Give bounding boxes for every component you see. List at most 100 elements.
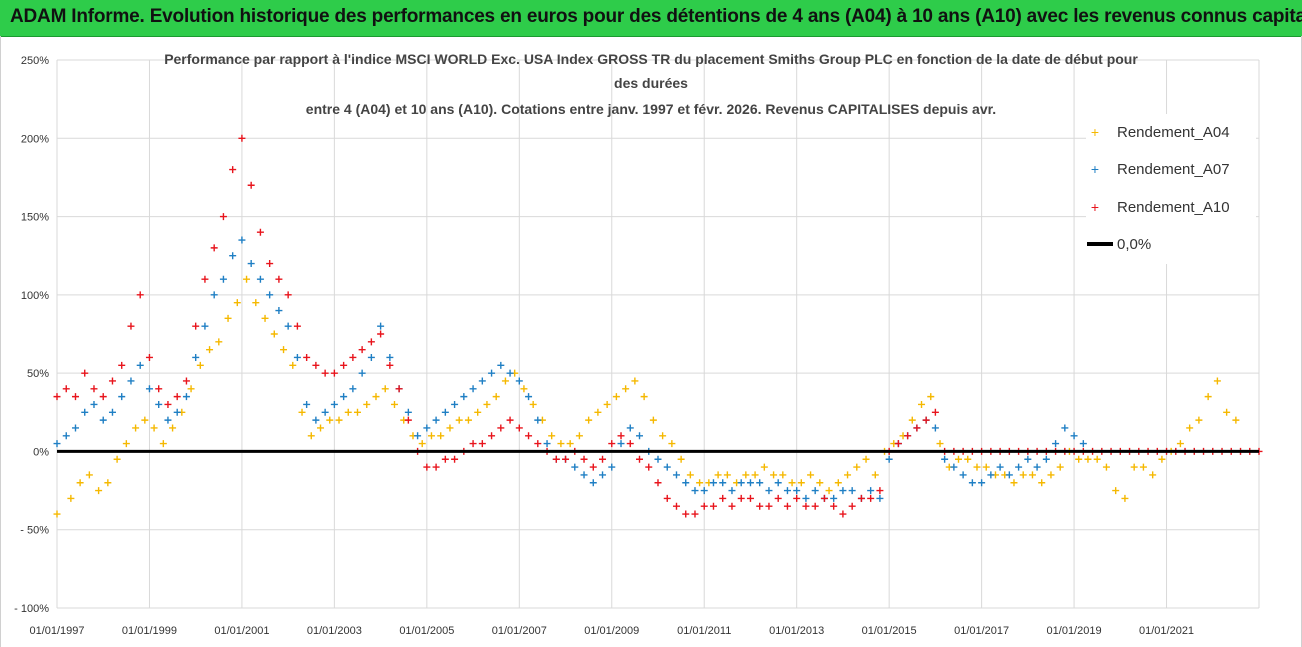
data-point xyxy=(811,502,819,510)
data-point xyxy=(950,463,958,471)
data-point xyxy=(432,416,440,424)
data-point xyxy=(677,455,685,463)
data-point xyxy=(483,400,491,408)
data-point xyxy=(377,330,385,338)
data-point xyxy=(1195,416,1203,424)
data-point xyxy=(682,479,690,487)
data-point xyxy=(62,385,70,393)
data-point xyxy=(626,440,634,448)
data-point xyxy=(173,408,181,416)
data-point xyxy=(206,346,214,354)
data-point xyxy=(81,369,89,377)
data-point xyxy=(520,385,528,393)
data-point xyxy=(386,353,394,361)
data-point xyxy=(908,416,916,424)
data-point xyxy=(839,487,847,495)
y-tick-label: 200% xyxy=(21,133,49,145)
data-point xyxy=(53,440,61,448)
data-point xyxy=(682,510,690,518)
data-point xyxy=(594,408,602,416)
data-point xyxy=(441,408,449,416)
data-point xyxy=(122,440,130,448)
data-point xyxy=(90,385,98,393)
data-point xyxy=(303,353,311,361)
data-point xyxy=(1176,440,1184,448)
data-point xyxy=(617,440,625,448)
data-point xyxy=(340,361,348,369)
data-point xyxy=(663,494,671,502)
data-point xyxy=(1042,455,1050,463)
report-banner: ADAM Informe. Evolution historique des p… xyxy=(0,0,1302,37)
data-point xyxy=(474,408,482,416)
data-point xyxy=(478,377,486,385)
data-point xyxy=(187,385,195,393)
data-point xyxy=(377,322,385,330)
data-point xyxy=(317,424,325,432)
y-tick-label: 100% xyxy=(21,290,49,302)
data-point xyxy=(982,463,990,471)
data-point xyxy=(811,487,819,495)
data-point xyxy=(261,314,269,322)
data-point xyxy=(700,487,708,495)
data-point xyxy=(307,432,315,440)
data-point xyxy=(645,463,653,471)
data-point xyxy=(793,494,801,502)
data-point xyxy=(580,471,588,479)
performance-chart: 250% 200% 150% 100% 50% 0% - 50% - 100% 01/01/1… xyxy=(14,51,1263,637)
data-point xyxy=(266,260,274,268)
data-point xyxy=(867,487,875,495)
data-point xyxy=(1213,377,1221,385)
data-point xyxy=(85,471,93,479)
data-point xyxy=(446,424,454,432)
data-point xyxy=(469,440,477,448)
data-point xyxy=(640,393,648,401)
data-point xyxy=(437,432,445,440)
data-point xyxy=(1112,487,1120,495)
data-point xyxy=(834,479,842,487)
data-point xyxy=(913,424,921,432)
data-point xyxy=(894,440,902,448)
data-point xyxy=(589,463,597,471)
data-point xyxy=(224,314,232,322)
data-point xyxy=(608,440,616,448)
data-point xyxy=(525,393,533,401)
x-tick-label: 01/01/2011 xyxy=(677,625,731,637)
data-point xyxy=(719,479,727,487)
data-point xyxy=(136,361,144,369)
data-point xyxy=(390,400,398,408)
data-point xyxy=(599,471,607,479)
data-point xyxy=(599,455,607,463)
data-point xyxy=(1010,479,1018,487)
data-point xyxy=(802,502,810,510)
data-point xyxy=(127,322,135,330)
x-tick-label: 01/01/2007 xyxy=(492,625,547,637)
data-point xyxy=(746,479,754,487)
grid xyxy=(56,59,1260,609)
data-point xyxy=(636,455,644,463)
data-point xyxy=(793,487,801,495)
data-point xyxy=(229,252,237,260)
data-point xyxy=(779,471,787,479)
data-point xyxy=(312,361,320,369)
data-point xyxy=(830,494,838,502)
data-point xyxy=(1130,463,1138,471)
data-point xyxy=(830,502,838,510)
data-point xyxy=(562,455,570,463)
data-point xyxy=(672,502,680,510)
legend-item-zero: 0,0% xyxy=(1087,236,1151,253)
data-point xyxy=(99,393,107,401)
data-point xyxy=(427,432,435,440)
data-point xyxy=(118,361,126,369)
data-point xyxy=(756,479,764,487)
x-axis-ticks: 01/01/1997 01/01/1999 01/01/2001 01/01/2003… xyxy=(29,625,1194,637)
data-point xyxy=(686,471,694,479)
data-point xyxy=(321,408,329,416)
data-point xyxy=(765,502,773,510)
legend-marker-a07: + xyxy=(1091,161,1099,177)
data-point xyxy=(506,416,514,424)
data-point xyxy=(1015,463,1023,471)
data-point xyxy=(709,502,717,510)
data-point xyxy=(709,479,717,487)
data-point xyxy=(1047,471,1055,479)
data-point xyxy=(848,502,856,510)
